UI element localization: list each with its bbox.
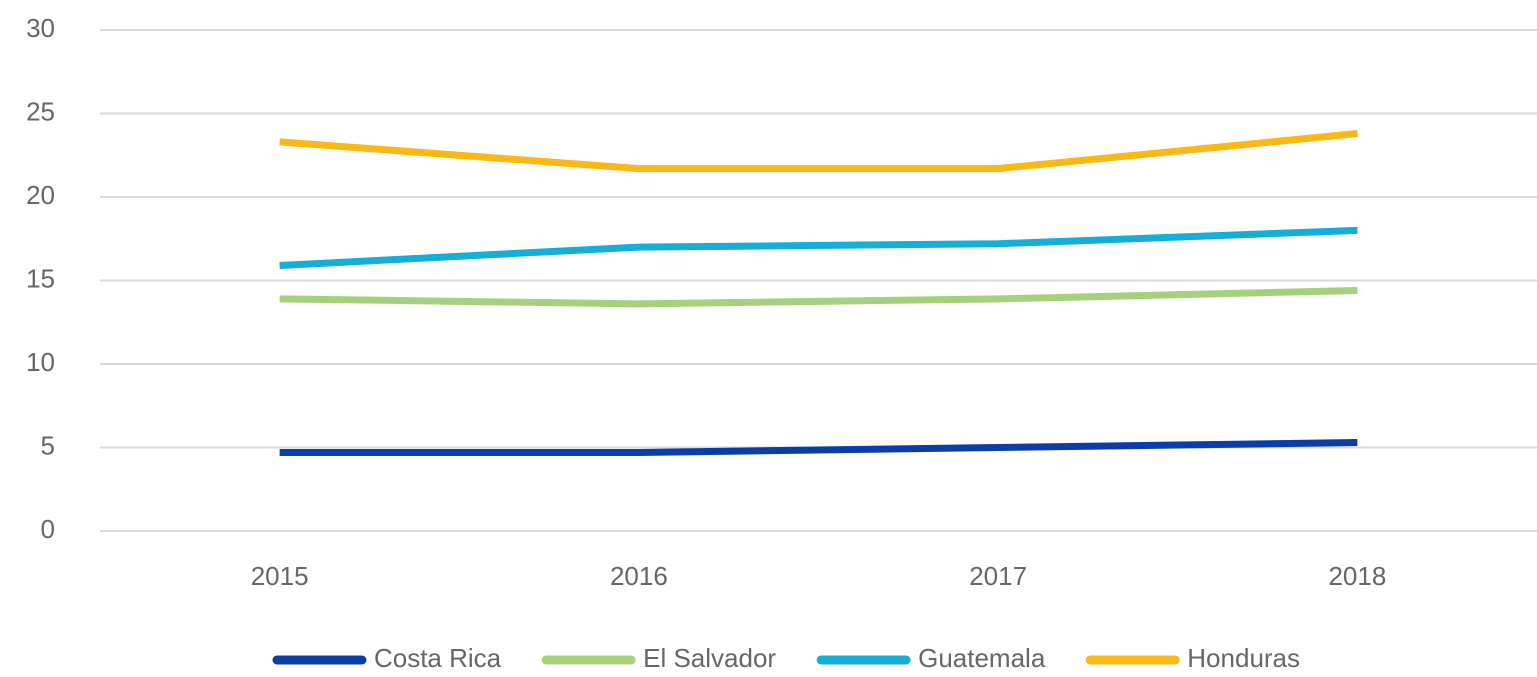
legend-label: El Salvador [643,643,776,672]
y-tick-label: 0 [41,514,55,544]
series-line [279,226,1358,269]
x-tick-label: 2016 [610,561,668,591]
y-tick-label: 5 [41,430,55,460]
x-tick-label: 2017 [969,561,1027,591]
legend-label: Costa Rica [374,643,502,672]
y-tick-label: 10 [26,347,55,377]
y-tick-label: 15 [26,263,55,293]
legend-label: Guatemala [918,643,1046,672]
series-line [279,438,1358,457]
series-line [279,287,1358,308]
y-tick-label: 25 [26,96,55,126]
y-tick-label: 20 [26,180,55,210]
legend-label: Honduras [1187,643,1300,672]
x-tick-label: 2018 [1328,561,1386,591]
y-tick-label: 30 [26,13,55,43]
x-tick-label: 2015 [251,561,309,591]
series-line [279,130,1358,173]
